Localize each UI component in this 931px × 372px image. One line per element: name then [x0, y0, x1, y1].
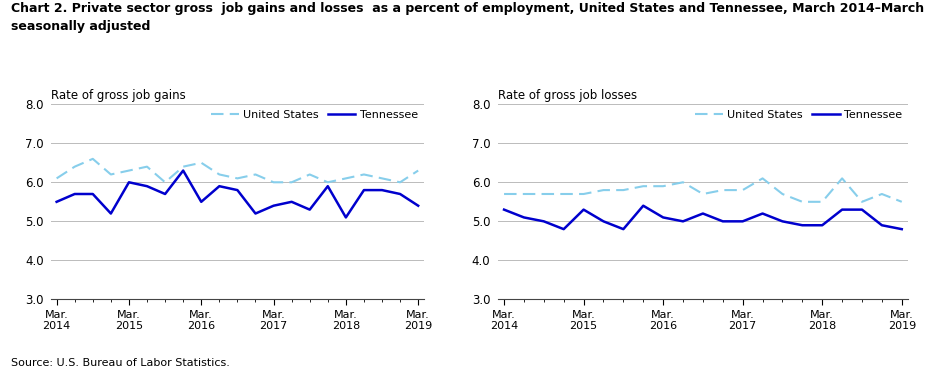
United States — [395, 180, 406, 185]
Tennessee — [304, 208, 316, 212]
Line: United States: United States — [57, 159, 418, 182]
United States — [304, 172, 316, 177]
Tennessee — [757, 211, 768, 216]
Tennessee — [250, 211, 261, 216]
Tennessee — [88, 192, 99, 196]
Line: Tennessee: Tennessee — [504, 206, 902, 229]
Tennessee — [538, 219, 549, 224]
Tennessee — [123, 180, 134, 185]
United States — [412, 168, 424, 173]
Tennessee — [876, 223, 887, 227]
United States — [897, 199, 908, 204]
United States — [51, 176, 62, 181]
Tennessee — [214, 184, 225, 188]
Tennessee — [797, 223, 808, 227]
Legend: United States, Tennessee: United States, Tennessee — [695, 110, 902, 120]
Tennessee — [69, 192, 80, 196]
Tennessee — [268, 203, 279, 208]
United States — [558, 192, 569, 196]
United States — [159, 180, 170, 185]
Text: Rate of gross job losses: Rate of gross job losses — [498, 89, 637, 102]
Tennessee — [578, 208, 589, 212]
United States — [376, 176, 387, 181]
Line: United States: United States — [504, 179, 902, 202]
Tennessee — [498, 208, 509, 212]
United States — [757, 176, 768, 181]
Tennessee — [678, 219, 689, 224]
United States — [737, 188, 749, 192]
Tennessee — [897, 227, 908, 231]
United States — [657, 184, 668, 188]
United States — [286, 180, 297, 185]
United States — [638, 184, 649, 188]
Tennessee — [142, 184, 153, 188]
Tennessee — [412, 203, 424, 208]
United States — [214, 172, 225, 177]
United States — [598, 188, 609, 192]
United States — [358, 172, 370, 177]
Tennessee — [638, 203, 649, 208]
Tennessee — [232, 188, 243, 192]
Tennessee — [776, 219, 788, 224]
United States — [250, 172, 261, 177]
Tennessee — [816, 223, 828, 227]
Text: Source: U.S. Bureau of Labor Statistics.: Source: U.S. Bureau of Labor Statistics. — [11, 358, 230, 368]
Tennessee — [737, 219, 749, 224]
United States — [341, 176, 352, 181]
Tennessee — [717, 219, 728, 224]
Tennessee — [159, 192, 170, 196]
Tennessee — [105, 211, 116, 216]
United States — [797, 199, 808, 204]
United States — [876, 192, 887, 196]
Text: Rate of gross job gains: Rate of gross job gains — [51, 89, 186, 102]
United States — [69, 164, 80, 169]
United States — [837, 176, 848, 181]
Tennessee — [558, 227, 569, 231]
United States — [196, 161, 207, 165]
United States — [857, 199, 868, 204]
Tennessee — [697, 211, 708, 216]
Line: Tennessee: Tennessee — [57, 170, 418, 217]
United States — [519, 192, 530, 196]
Tennessee — [376, 188, 387, 192]
Tennessee — [519, 215, 530, 219]
United States — [578, 192, 589, 196]
United States — [105, 172, 116, 177]
Tennessee — [618, 227, 629, 231]
Tennessee — [341, 215, 352, 219]
Tennessee — [178, 168, 189, 173]
Tennessee — [358, 188, 370, 192]
Tennessee — [857, 208, 868, 212]
United States — [88, 157, 99, 161]
Tennessee — [196, 199, 207, 204]
United States — [538, 192, 549, 196]
United States — [678, 180, 689, 185]
United States — [618, 188, 629, 192]
Tennessee — [598, 219, 609, 224]
United States — [123, 168, 134, 173]
United States — [322, 180, 333, 185]
United States — [816, 199, 828, 204]
Tennessee — [837, 208, 848, 212]
Legend: United States, Tennessee: United States, Tennessee — [211, 110, 418, 120]
United States — [717, 188, 728, 192]
United States — [232, 176, 243, 181]
United States — [178, 164, 189, 169]
Text: Chart 2. Private sector gross  job gains and losses  as a percent of employment,: Chart 2. Private sector gross job gains … — [11, 2, 931, 15]
Tennessee — [395, 192, 406, 196]
Tennessee — [657, 215, 668, 219]
Text: seasonally adjusted: seasonally adjusted — [11, 20, 151, 33]
United States — [268, 180, 279, 185]
Tennessee — [322, 184, 333, 188]
United States — [498, 192, 509, 196]
United States — [697, 192, 708, 196]
Tennessee — [286, 199, 297, 204]
United States — [142, 164, 153, 169]
Tennessee — [51, 199, 62, 204]
United States — [776, 192, 788, 196]
